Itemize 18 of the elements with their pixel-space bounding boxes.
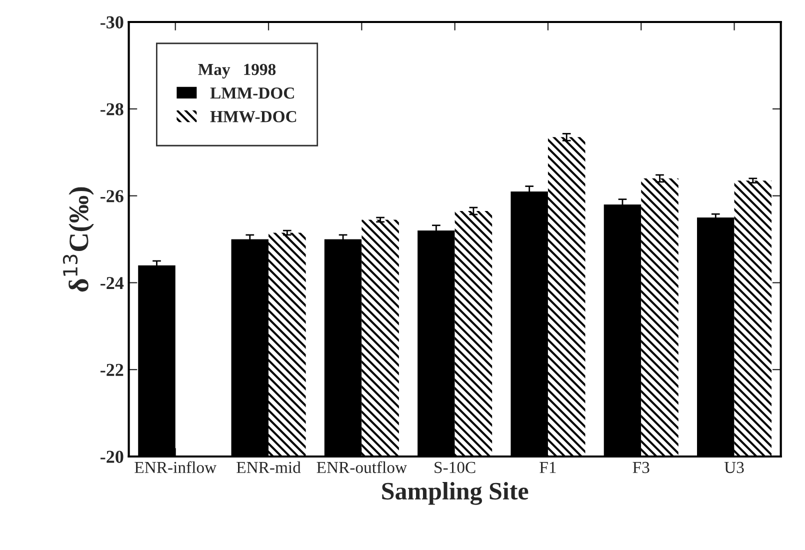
x-tick-label: F1	[540, 462, 556, 473]
y-tick-label: -22	[100, 364, 124, 376]
x-tick-label: ENR-outflow	[316, 461, 407, 474]
y-axis-title: δ$^{13}$C(‰)	[62, 187, 94, 292]
x-tick-label: F3	[632, 462, 650, 474]
x-tick-label: ENR-mid	[236, 461, 301, 474]
x-tick-label: U3	[724, 462, 744, 474]
y-tick-label: -24	[100, 277, 124, 289]
y-tick-label: -28	[100, 103, 124, 116]
y-tick-label: -20	[100, 450, 124, 463]
legend-label: LMM-DOC	[210, 87, 294, 99]
y-tick-label: -30	[100, 16, 124, 28]
x-axis-title: Sampling Site	[382, 482, 528, 505]
x-tick-label: ENR-inflow	[134, 461, 216, 474]
legend-label: HMW-DOC	[210, 111, 296, 122]
x-tick-label: S-10C	[434, 462, 476, 474]
legend-title: May 1998	[198, 64, 276, 79]
y-tick-label: -26	[100, 190, 124, 202]
